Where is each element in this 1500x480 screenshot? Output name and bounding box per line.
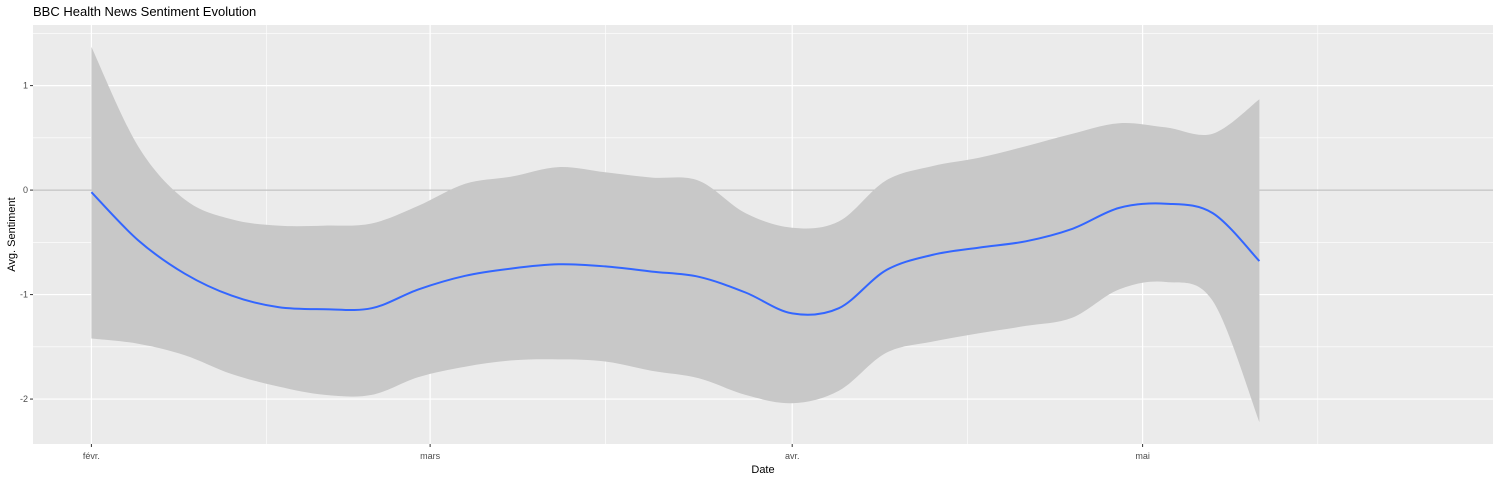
y-tick-label: 1 <box>23 81 28 91</box>
y-tick-label: 0 <box>23 185 28 195</box>
chart-title: BBC Health News Sentiment Evolution <box>33 4 257 19</box>
x-tick-label: mars <box>420 451 440 461</box>
y-axis-ticks: 1 0 -1 -2 <box>20 81 33 404</box>
y-tick-label: -2 <box>20 394 28 404</box>
y-tick-label: -1 <box>20 290 28 300</box>
x-tick-label: mai <box>1135 451 1150 461</box>
confidence-band <box>91 46 1260 423</box>
x-axis-ticks: févr. mars avr. mai <box>83 444 1150 461</box>
x-tick-label: févr. <box>83 451 100 461</box>
x-tick-label: avr. <box>785 451 800 461</box>
sentiment-trend-line <box>90 191 1261 316</box>
x-axis-title: Date <box>751 464 774 476</box>
y-axis-title: Avg. Sentiment <box>6 197 18 271</box>
